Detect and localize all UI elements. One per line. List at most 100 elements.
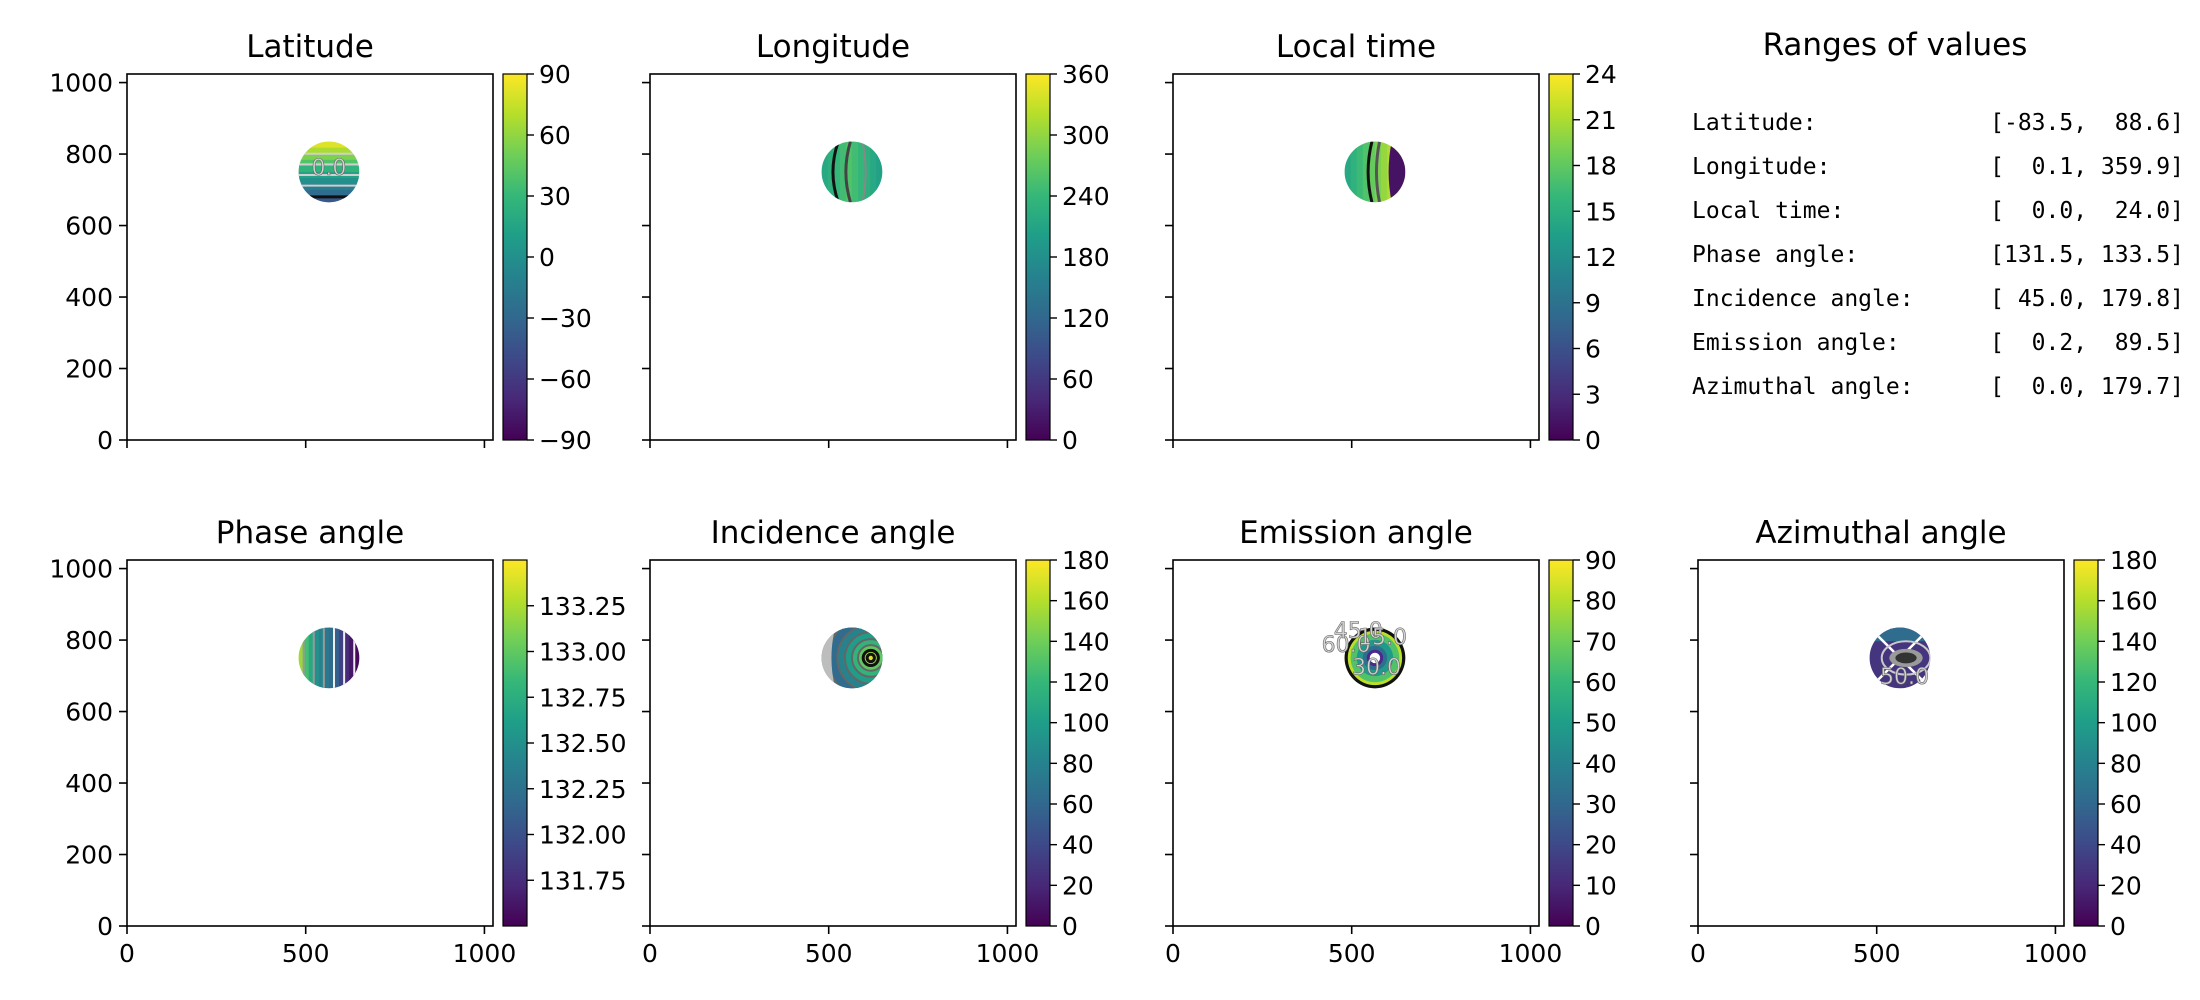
disk-band <box>349 627 355 689</box>
colorbar-tick-label: 60 <box>1062 790 1094 819</box>
colorbar-tick-label: 60 <box>1585 668 1617 697</box>
colorbar-tick-label: 80 <box>1585 587 1617 616</box>
disk-band <box>339 627 345 689</box>
colorbar-tick-label: 30 <box>539 182 571 211</box>
disk-band <box>303 627 310 689</box>
x-tick-label: 500 <box>1853 939 1901 968</box>
colorbar-tick-label: 0 <box>1062 426 1078 455</box>
contour-ring <box>1880 640 1931 676</box>
y-tick-label: 400 <box>65 769 113 798</box>
colorbar-tick-label: 0 <box>539 243 555 272</box>
disk-image <box>1344 627 1406 689</box>
disk-image <box>821 141 883 203</box>
y-tick-label: 800 <box>65 626 113 655</box>
disk-band <box>334 627 340 689</box>
disk-band <box>1344 141 1352 203</box>
colorbar-tick-label: 300 <box>1062 121 1110 150</box>
contour-line <box>1374 141 1381 203</box>
colorbar-tick-label: 100 <box>1062 709 1110 738</box>
colorbar-tick-label: 60 <box>2110 790 2142 819</box>
ranges-panel: Ranges of values Latitude: [-83.5, 88.6]L… <box>1692 27 2184 400</box>
disk-band <box>1869 627 1931 642</box>
disk-band <box>308 627 315 689</box>
disk-band <box>323 627 330 689</box>
contour-label: 50.0 <box>1880 665 1929 690</box>
range-label: Incidence angle: <box>1692 286 1914 312</box>
colorbar-tick-label: 180 <box>1062 546 1110 575</box>
disk-band <box>298 153 360 161</box>
colorbar-tick-label: 80 <box>1062 749 1094 778</box>
contour-label: 45.0 <box>1334 619 1383 644</box>
contour-label: 0.0 <box>311 156 346 181</box>
disk-band <box>1368 141 1376 203</box>
disk-band <box>1388 141 1406 203</box>
colorbar-tick-label: 132.75 <box>539 683 626 712</box>
disk-band <box>1350 141 1358 203</box>
disk-band <box>1356 141 1364 203</box>
disk-band <box>298 147 360 155</box>
x-tick-label: 0 <box>1165 939 1181 968</box>
disk-band <box>1381 141 1388 203</box>
colorbar-tick-label: 9 <box>1585 289 1601 318</box>
contour-line <box>1366 141 1374 203</box>
colorbar-tick-label: 12 <box>1585 243 1617 272</box>
colorbar-tick-label: 40 <box>1062 831 1094 860</box>
disk-band <box>298 627 305 689</box>
disk-band <box>1374 141 1382 203</box>
colorbar-tick-label: −30 <box>539 304 592 333</box>
disk-band <box>313 627 320 689</box>
disk-band <box>344 627 350 689</box>
axes-frame <box>1172 559 1540 927</box>
ranges-rows: Latitude: [-83.5, 88.6] Longitude: [ 0.1, 3… <box>1692 110 2184 400</box>
axes-frame <box>126 73 494 441</box>
colorbar-tick-label: 360 <box>1062 60 1110 89</box>
disk-band <box>851 141 859 203</box>
subplot-title: Latitude <box>246 29 374 65</box>
colorbar-tick-label: 132.00 <box>539 821 626 850</box>
contour-line <box>861 141 867 203</box>
contour-ring <box>1344 627 1406 689</box>
x-tick-label: 1000 <box>1499 939 1563 968</box>
colorbar-tick-label: 0 <box>2110 912 2126 941</box>
range-value: [131.5, 133.5] <box>1990 242 2184 268</box>
axes-frame <box>1172 73 1540 441</box>
colorbar-tick-label: 160 <box>2110 587 2158 616</box>
y-tick-label: 600 <box>65 698 113 727</box>
contour-ring <box>865 652 876 664</box>
colorbar-tick-label: 180 <box>2110 546 2158 575</box>
colorbar-tick-label: 21 <box>1585 106 1617 135</box>
colorbar-tick-label: 0 <box>1062 912 1078 941</box>
x-tick-label: 1000 <box>453 939 517 968</box>
contour-label: 30.0 <box>1352 656 1401 681</box>
colorbar-tick-label: 18 <box>1585 152 1617 181</box>
disk-image <box>821 627 883 689</box>
y-tick-label: 600 <box>65 212 113 241</box>
range-label: Emission angle: <box>1692 330 1900 356</box>
x-tick-label: 500 <box>282 939 330 968</box>
subplot-title: Incidence angle <box>711 515 956 551</box>
colorbar-tick-label: 180 <box>1062 243 1110 272</box>
colorbar-tick-label: 0 <box>1585 912 1601 941</box>
disk-band <box>876 141 883 203</box>
contour-ring <box>1895 652 1917 664</box>
disk-band <box>833 141 841 203</box>
disk-band <box>839 141 847 203</box>
colorbar-tick-label: 20 <box>1062 871 1094 900</box>
subplot-local-time: Local time 24 21 18 15 12 9 6 3 0 <box>1165 29 1617 455</box>
disk-band <box>1362 141 1370 203</box>
colorbar-tick-label: 120 <box>1062 304 1110 333</box>
colorbar-tick-label: 24 <box>1585 60 1617 89</box>
colorbar-tick-label: 240 <box>1062 182 1110 211</box>
axes-frame <box>1697 559 2065 927</box>
range-label: Azimuthal angle: <box>1692 374 1914 400</box>
colorbar-tick-label: 30 <box>1585 790 1617 819</box>
subplot-title: Phase angle <box>216 515 404 551</box>
subplot-latitude: Latitude 0.0 0 200 400 600 800 1000 90 60 30 0 −30 −6… <box>49 29 591 455</box>
colorbar-tick-label: 140 <box>2110 627 2158 656</box>
disk-band <box>864 141 871 203</box>
axes-frame <box>649 559 1017 927</box>
contour-line <box>844 141 852 203</box>
